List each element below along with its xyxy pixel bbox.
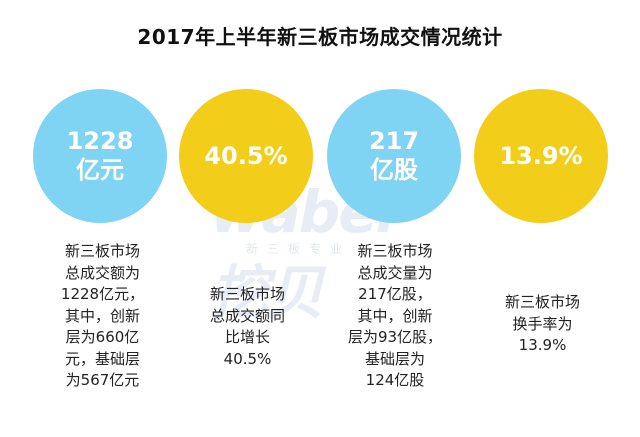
stat-circle-turnover-rate: 13.9% <box>474 89 608 223</box>
description-volume: 新三板市场 总成交量为 217亿股， 其中，创新 层为93亿股， 基础层为 12… <box>330 241 460 392</box>
stat-value-line: 13.9% <box>499 141 583 170</box>
description-turnover-value: 新三板市场 总成交额为 1228亿元， 其中，创新 层为660亿 元，基础层 为… <box>40 241 165 392</box>
desc-line: 元，基础层 <box>64 349 140 368</box>
desc-line: 1228亿元， <box>60 285 145 303</box>
desc-line: 新三板市场 <box>504 293 580 311</box>
desc-line: 其中，创新 <box>64 306 140 325</box>
desc-line: 新三板市场 <box>64 242 140 260</box>
stat-value-line: 1228 <box>66 127 134 156</box>
stat-circle-turnover-value: 1228 亿元 <box>33 89 167 223</box>
desc-line: 层为93亿股， <box>347 328 443 346</box>
chart-title: 2017年上半年新三板市场成交情况统计 <box>137 25 503 49</box>
desc-line: 13.9% <box>518 336 567 354</box>
desc-line: 换手率为 <box>512 314 573 333</box>
stat-unit-line: 亿元 <box>76 156 124 184</box>
desc-line: 为567亿元 <box>65 371 140 389</box>
stat-circle-volume: 217 亿股 <box>327 89 461 223</box>
desc-line: 总成交额同 <box>209 306 285 325</box>
desc-line: 其中，创新 <box>357 306 433 325</box>
description-growth: 新三板市场 总成交额同 比增长 40.5% <box>185 284 310 370</box>
desc-line: 40.5% <box>223 349 272 368</box>
desc-line: 总成交额为 <box>64 263 140 282</box>
stat-value-line: 217 <box>368 127 420 156</box>
desc-line: 层为660亿 <box>65 328 140 346</box>
watermark-subtitle: 新三板专业 <box>246 242 352 256</box>
description-turnover-rate: 新三板市场 换手率为 13.9% <box>480 292 605 357</box>
desc-line: 总成交量为 <box>357 263 433 282</box>
stat-value-line: 40.5% <box>204 141 288 170</box>
stat-circle-growth: 40.5% <box>179 89 313 223</box>
desc-line: 217亿股， <box>358 285 432 303</box>
desc-line: 新三板市场 <box>209 285 285 303</box>
desc-line: 新三板市场 <box>357 242 433 260</box>
stat-unit-line: 亿股 <box>370 156 418 184</box>
desc-line: 比增长 <box>224 328 270 346</box>
desc-line: 基础层为 <box>364 349 425 368</box>
desc-line: 124亿股 <box>365 371 425 389</box>
